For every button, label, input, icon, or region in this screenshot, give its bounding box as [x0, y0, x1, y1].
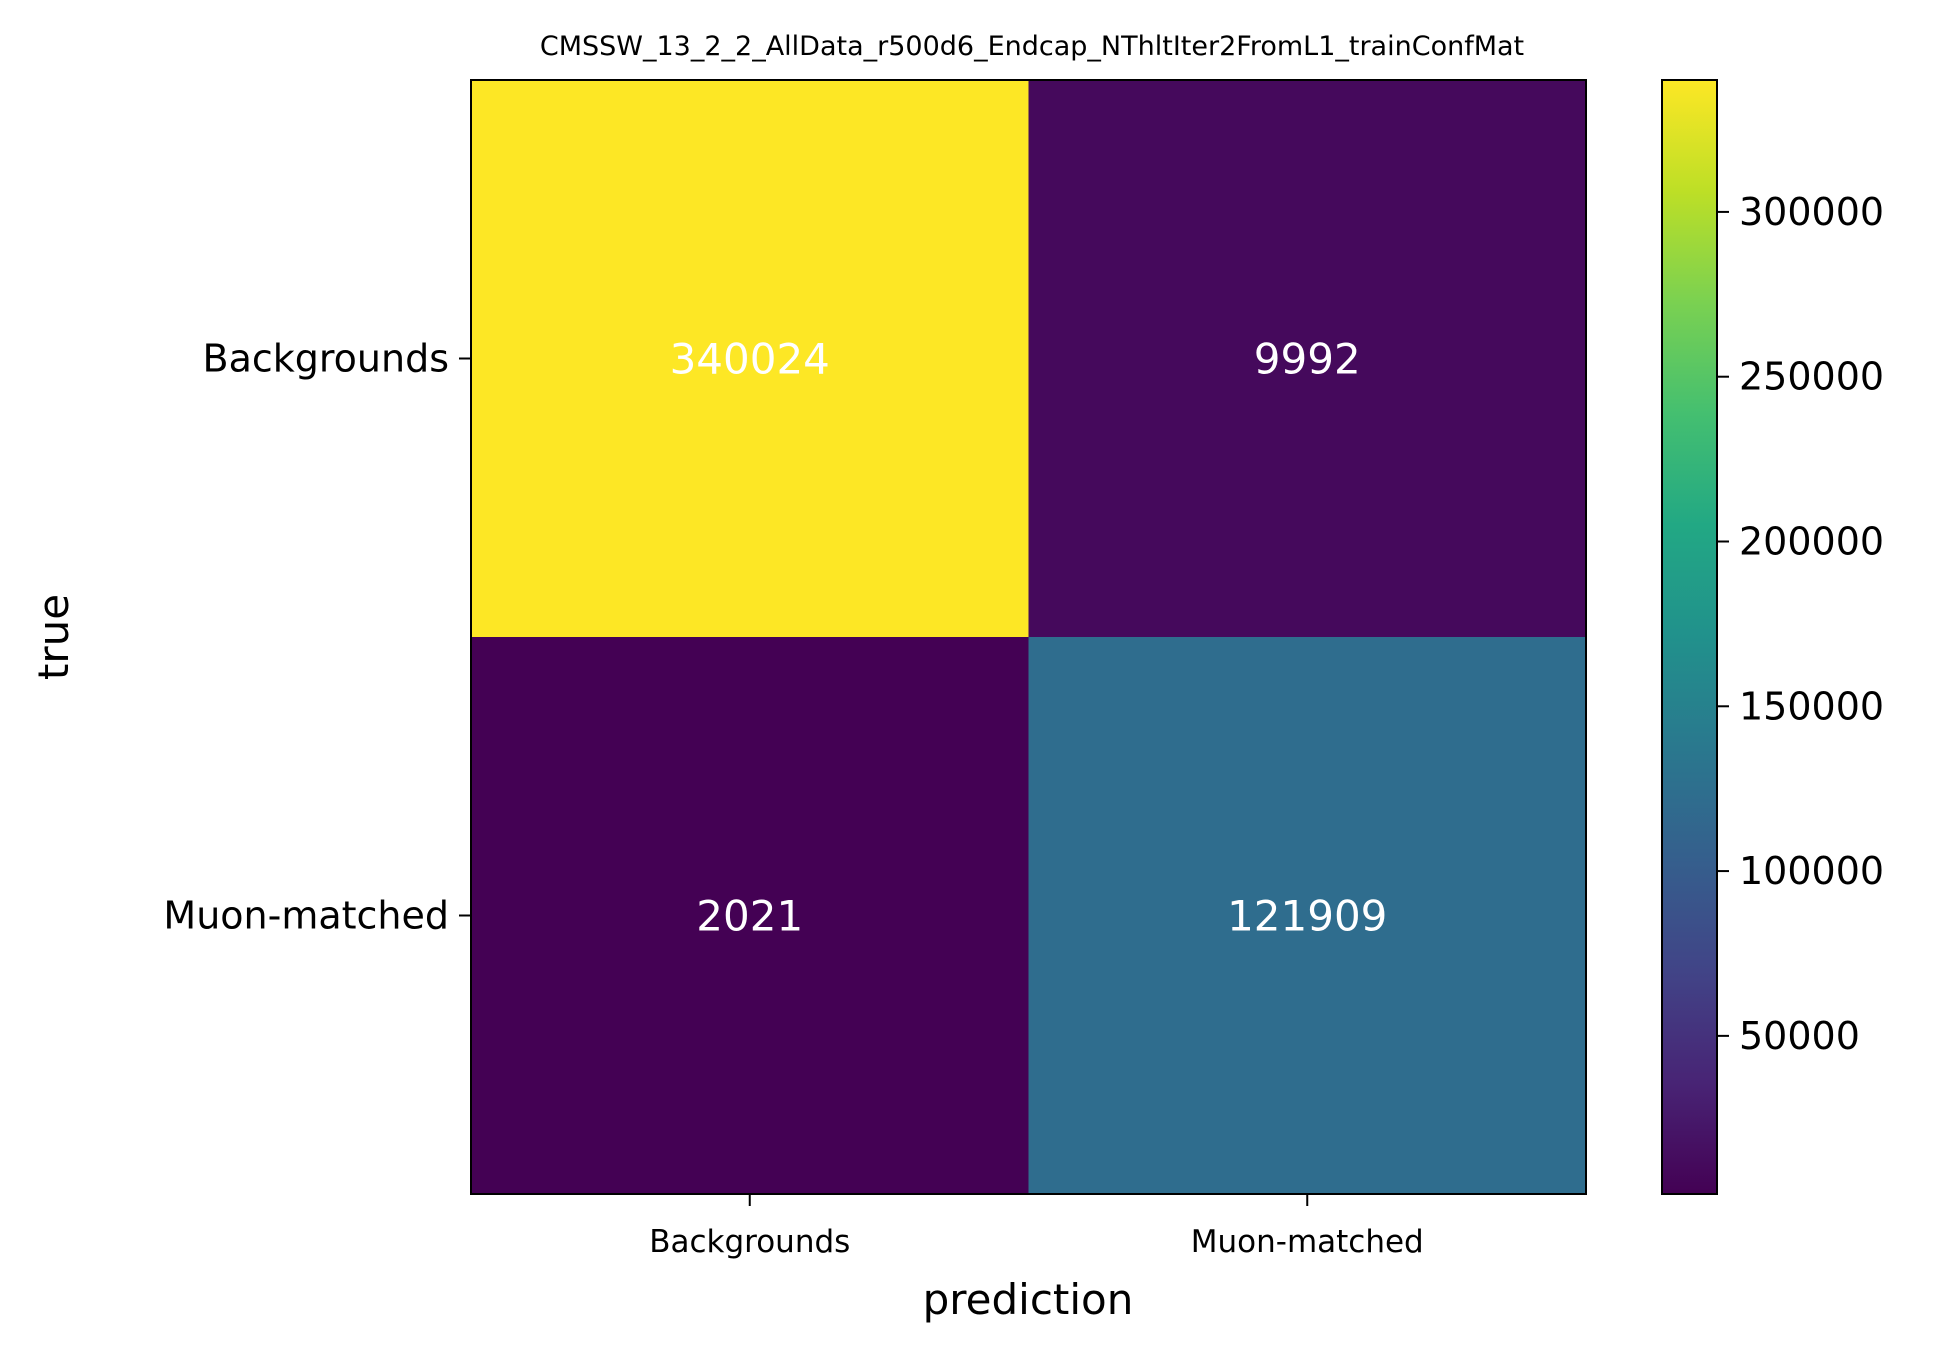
colorbar-tick-label: 50000: [1739, 1014, 1860, 1058]
heatmap-cell-r0-c1: [1028, 80, 1587, 638]
x-tick-label: Backgrounds: [649, 1224, 850, 1260]
y-tick-label: Muon-matched: [163, 894, 449, 938]
cell-value-label-r1-c0: 2021: [696, 892, 803, 941]
x-axis-ticks: Backgrounds Muon-matched: [649, 1194, 1424, 1260]
heatmap-cell-r1-c0: [471, 637, 1029, 1195]
heatmap-cell-r1-c1: [1028, 637, 1587, 1195]
colorbar-tick-label: 250000: [1739, 355, 1884, 399]
cell-value-label-r0-c0: 340024: [670, 335, 830, 384]
colorbar-tick-label: 300000: [1739, 190, 1884, 234]
colorbar-tick-label: 200000: [1739, 519, 1884, 563]
colorbar-tick-label: 100000: [1739, 849, 1884, 893]
heatmap-cell-labels: 340024 9992 2021 121909: [670, 335, 1388, 941]
x-tick-label: Muon-matched: [1191, 1224, 1424, 1260]
chart-title: CMSSW_13_2_2_AllData_r500d6_Endcap_NThlt…: [540, 31, 1524, 62]
y-axis-ticks: Backgrounds Muon-matched: [163, 337, 471, 938]
heatmap-cell-r0-c0: [471, 80, 1029, 638]
cell-value-label-r0-c1: 9992: [1254, 335, 1361, 384]
plot-frame: [470, 79, 1587, 1195]
colorbar: [1661, 79, 1718, 1195]
x-axis-label: prediction: [923, 1275, 1134, 1324]
cell-value-label-r1-c1: 121909: [1227, 892, 1387, 941]
heatmap-cells: [471, 80, 1587, 1195]
colorbar-tick-label: 150000: [1739, 684, 1884, 728]
colorbar-ticks: 50000 100000 150000 200000 250000 300000: [1717, 190, 1884, 1058]
y-axis-label: true: [29, 594, 78, 680]
y-tick-label: Backgrounds: [203, 337, 450, 381]
